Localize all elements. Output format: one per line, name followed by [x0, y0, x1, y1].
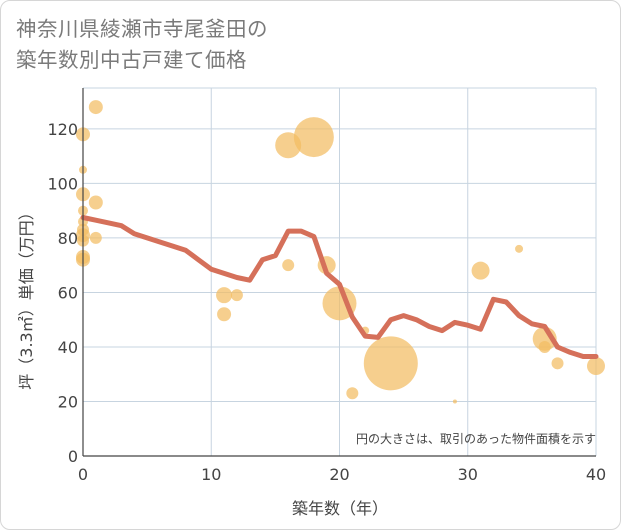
grid [83, 87, 597, 456]
scatter-point [471, 261, 490, 280]
scatter-point [452, 399, 457, 404]
y-tick-label: 120 [47, 120, 78, 139]
x-tick-label: 10 [201, 465, 221, 484]
scatter-point [587, 357, 605, 376]
y-tick-labels: 0 20 40 60 80 100 120 [47, 120, 78, 466]
x-tick-label: 40 [586, 465, 606, 484]
y-tick-label: 60 [58, 283, 78, 302]
scatter-point [216, 287, 233, 304]
chart-title: 神奈川県綾瀬市寺尾釜田の 築年数別中古戸建て価格 [16, 14, 268, 76]
scatter-point [89, 231, 102, 244]
scatter-point [293, 117, 334, 158]
x-tick-label: 20 [329, 465, 349, 484]
scatter-point [515, 244, 524, 253]
bubble-series [76, 100, 605, 404]
axes [82, 88, 596, 457]
chart-title-line-2: 築年数別中古戸建て価格 [16, 48, 247, 72]
scatter-point [346, 387, 359, 400]
scatter-point [88, 100, 103, 115]
size-legend-note: 円の大きさは、取引のあった物件面積を示す [356, 431, 596, 446]
scatter-point [363, 336, 418, 391]
scatter-point [217, 307, 232, 322]
chart-title-line-1: 神奈川県綾瀬市寺尾釜田の [16, 17, 268, 41]
x-tick-label: 30 [458, 465, 478, 484]
scatter-point [230, 289, 243, 302]
scatter-point [538, 340, 551, 353]
y-tick-label: 100 [47, 174, 78, 193]
x-tick-labels: 0 10 20 30 40 [78, 465, 606, 484]
y-tick-label: 40 [58, 338, 78, 357]
y-tick-label: 20 [58, 392, 78, 411]
y-tick-label: 0 [68, 447, 78, 466]
average-line-series [80, 215, 599, 359]
y-axis-label: 坪（3.3㎡）単価（万円） [17, 204, 36, 389]
average-price-line [80, 215, 599, 359]
scatter-point [282, 259, 295, 272]
x-axis-label: 築年数（年） [292, 499, 388, 518]
scatter-point [551, 357, 564, 370]
x-tick-label: 0 [78, 465, 88, 484]
y-tick-label: 80 [58, 229, 78, 248]
scatter-point [88, 195, 103, 210]
